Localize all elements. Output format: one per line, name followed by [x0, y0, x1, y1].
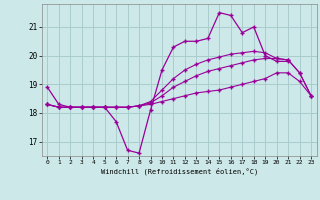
X-axis label: Windchill (Refroidissement éolien,°C): Windchill (Refroidissement éolien,°C): [100, 168, 258, 175]
